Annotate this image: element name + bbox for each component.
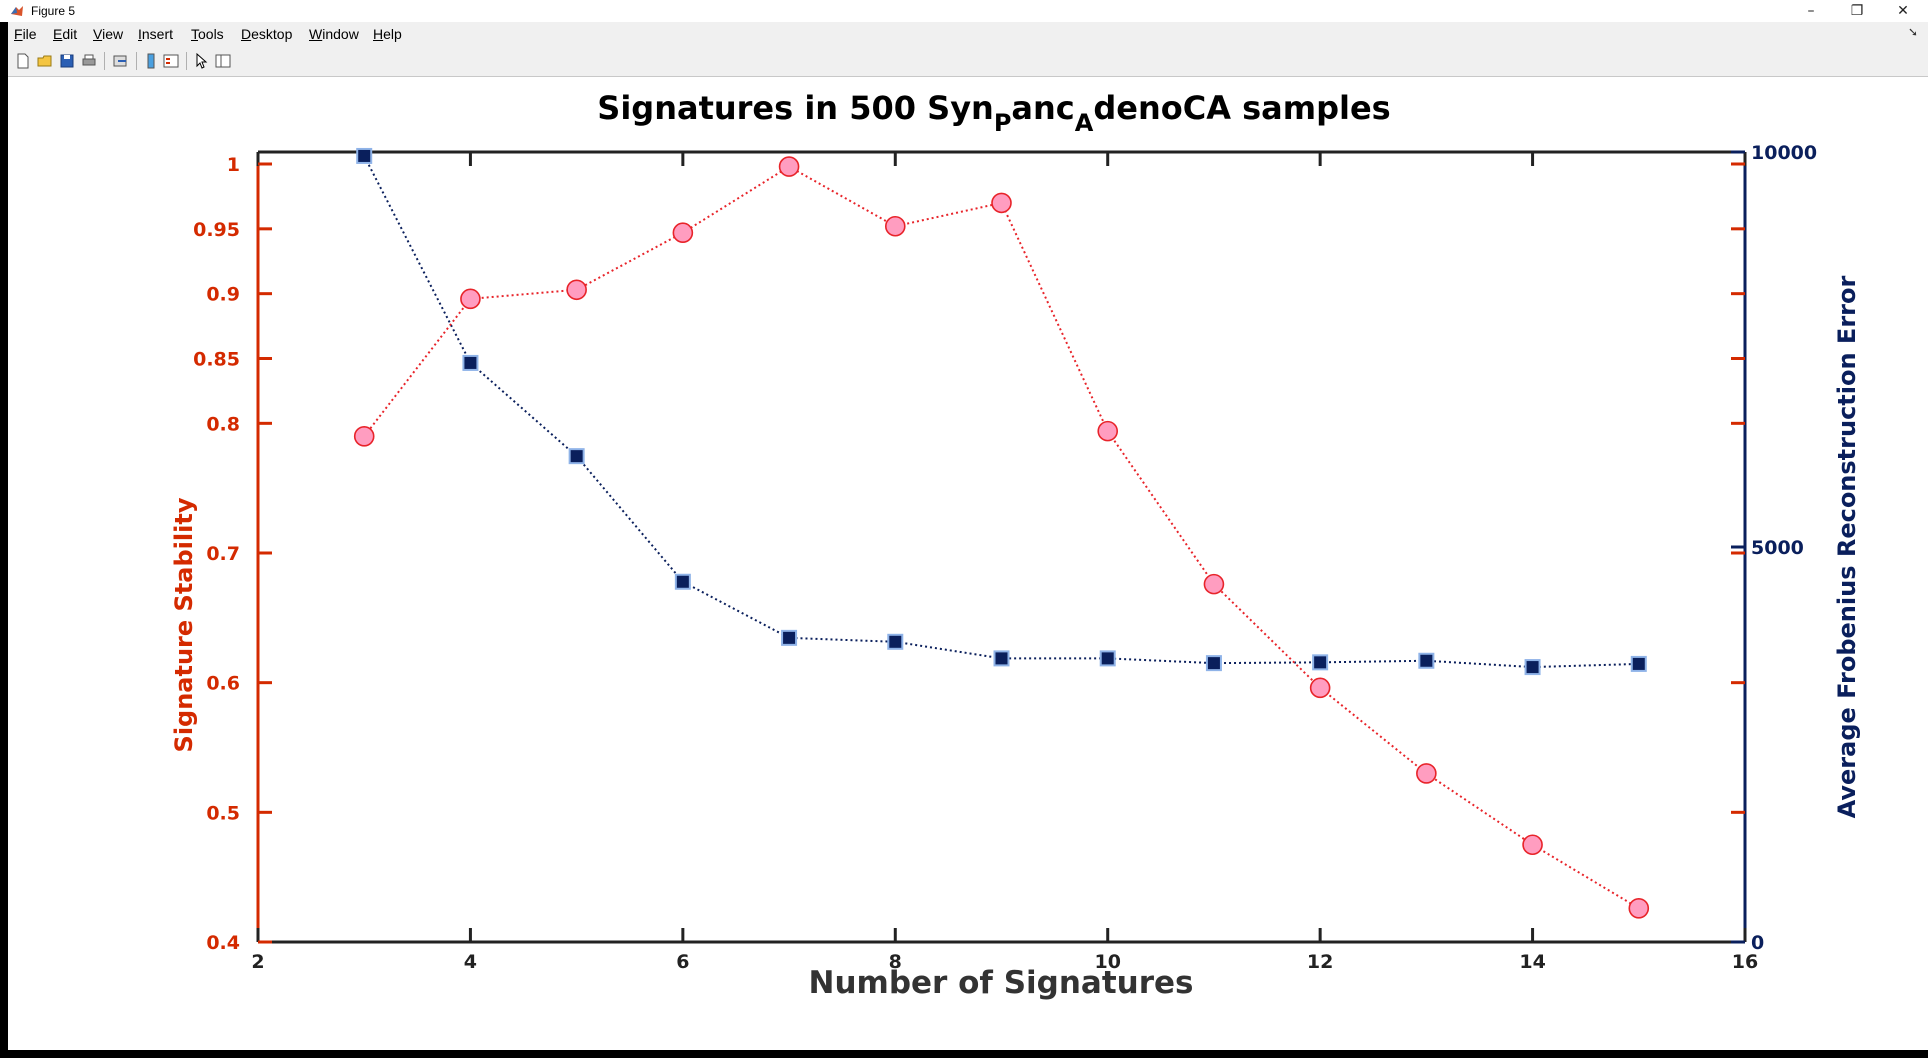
stability-point bbox=[1416, 763, 1437, 784]
toolbar-separator bbox=[104, 52, 105, 70]
error-point bbox=[1205, 655, 1222, 672]
error-point bbox=[356, 147, 373, 164]
plot-series bbox=[353, 147, 1650, 919]
taskbar-edge bbox=[0, 1050, 1928, 1058]
stability-point bbox=[884, 215, 906, 237]
menu-insert[interactable]: Insert bbox=[138, 26, 174, 42]
figure-toolbar bbox=[8, 46, 1928, 77]
x-tick-label: 10 bbox=[1094, 951, 1120, 973]
restore-button[interactable]: ❐ bbox=[1850, 3, 1864, 19]
stability-point bbox=[991, 192, 1012, 214]
error-point bbox=[1312, 654, 1329, 671]
x-tick-label: 6 bbox=[676, 951, 689, 973]
stability-point bbox=[778, 156, 800, 177]
link-plot-icon[interactable] bbox=[112, 52, 130, 70]
property-inspector-icon[interactable] bbox=[214, 52, 232, 70]
stability-point bbox=[566, 279, 587, 301]
x-tick-label: 2 bbox=[251, 951, 264, 973]
stability-point bbox=[1097, 420, 1119, 442]
error-point bbox=[1524, 659, 1541, 676]
y-left-tick-label: 0.9 bbox=[206, 284, 240, 306]
menu-file[interactable]: File bbox=[14, 26, 37, 42]
stability-point bbox=[353, 425, 375, 447]
error-point bbox=[1099, 650, 1116, 667]
y-axis-left-label: Signature Stability bbox=[170, 497, 198, 752]
y-right-tick-label: 10000 bbox=[1751, 142, 1817, 164]
matlab-icon bbox=[11, 6, 23, 16]
close-button[interactable]: ✕ bbox=[1897, 3, 1909, 19]
x-tick-label: 4 bbox=[464, 951, 477, 973]
x-tick-label: 8 bbox=[889, 951, 902, 973]
y-right-tick-label: 5000 bbox=[1751, 537, 1804, 559]
stability-point bbox=[1203, 573, 1225, 595]
stability-series-line bbox=[363, 165, 1640, 910]
window-border bbox=[0, 22, 8, 1052]
y-left-tick-label: 1 bbox=[227, 154, 240, 176]
stability-point bbox=[460, 288, 481, 310]
toolbar-separator bbox=[136, 52, 137, 70]
error-point bbox=[674, 573, 691, 590]
toolbar-separator bbox=[186, 52, 187, 70]
error-point bbox=[1630, 655, 1647, 672]
stability-point bbox=[1522, 834, 1543, 856]
menu-tools[interactable]: Tools bbox=[191, 26, 224, 42]
menu-bar: File Edit View Insert Tools Desktop Wind… bbox=[8, 22, 1928, 46]
menu-window[interactable]: Window bbox=[309, 26, 359, 42]
error-point bbox=[887, 633, 904, 650]
open-file-icon[interactable] bbox=[36, 52, 54, 70]
new-figure-icon[interactable] bbox=[14, 52, 32, 70]
axes: 2 4 6 8 10 12 14 160.40.50.60.70.80.850.90.9510… bbox=[193, 142, 1817, 973]
y-left-tick-label: 0.4 bbox=[206, 932, 240, 954]
print-icon[interactable] bbox=[80, 52, 98, 70]
y-axis-right-label: Average Frobenius Reconstruction Error bbox=[1833, 276, 1861, 819]
chart-title: Signatures in 500 SynPancAdenoCA samples bbox=[597, 89, 1390, 137]
y-left-tick-label: 0.5 bbox=[206, 802, 240, 824]
y-right-tick-label: 0 bbox=[1751, 932, 1764, 954]
minimize-button[interactable]: – bbox=[1807, 3, 1815, 19]
error-point bbox=[1418, 652, 1435, 669]
x-tick-label: 12 bbox=[1307, 951, 1333, 973]
menu-help[interactable]: Help bbox=[373, 26, 402, 42]
save-icon[interactable] bbox=[58, 52, 76, 70]
error-series-line bbox=[363, 155, 1639, 669]
x-tick-label: 16 bbox=[1732, 951, 1758, 973]
menu-view[interactable]: View bbox=[93, 26, 124, 42]
dock-arrow-icon[interactable]: ➘ bbox=[1907, 25, 1918, 39]
error-point bbox=[781, 629, 798, 646]
window-titlebar: Figure 5 – ❐ ✕ bbox=[0, 0, 1928, 22]
menu-edit[interactable]: Edit bbox=[53, 26, 78, 42]
error-point bbox=[462, 354, 479, 371]
x-tick-label: 14 bbox=[1519, 951, 1545, 973]
legend-icon[interactable] bbox=[162, 52, 180, 70]
y-left-tick-label: 0.8 bbox=[206, 413, 240, 435]
y-left-tick-label: 0.95 bbox=[193, 219, 240, 241]
x-axis-label: Number of Signatures bbox=[809, 965, 1194, 1001]
y-left-tick-label: 0.6 bbox=[206, 673, 240, 695]
y-left-tick-label: 0.7 bbox=[206, 543, 240, 565]
menu-desktop[interactable]: Desktop bbox=[241, 26, 293, 42]
figure-canvas: Signatures in 500 SynPancAdenoCA samples… bbox=[170, 89, 1861, 1001]
stability-point bbox=[672, 222, 694, 244]
window-title: Figure 5 bbox=[31, 4, 76, 18]
stability-point bbox=[1628, 897, 1650, 919]
pointer-icon[interactable] bbox=[192, 52, 210, 70]
colorbar-icon[interactable] bbox=[142, 52, 160, 70]
error-point bbox=[568, 448, 585, 465]
y-left-tick-label: 0.85 bbox=[193, 349, 240, 371]
error-point bbox=[993, 650, 1010, 667]
stability-point bbox=[1309, 677, 1331, 699]
